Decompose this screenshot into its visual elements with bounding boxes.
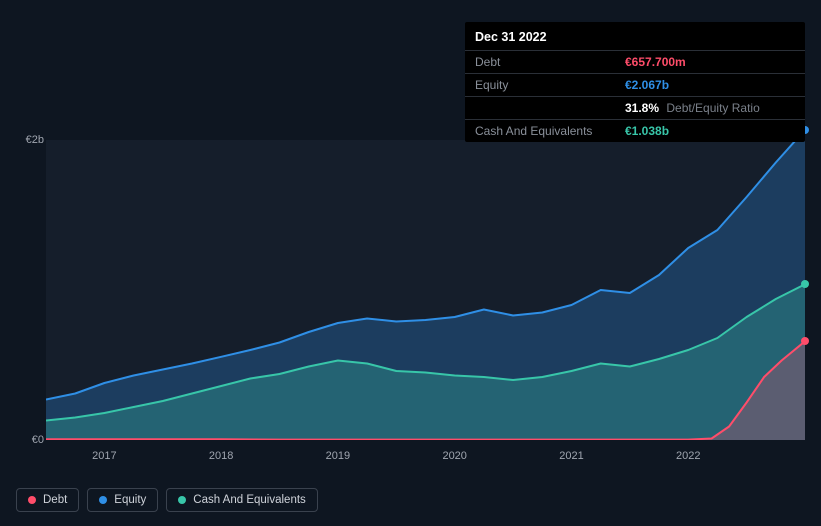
tooltip-row: 31.8% Debt/Equity Ratio xyxy=(465,97,805,120)
tooltip-panel: Dec 31 2022 Debt€657.700mEquity€2.067b31… xyxy=(465,22,805,142)
tooltip-date: Dec 31 2022 xyxy=(465,22,805,51)
cash-marker xyxy=(801,280,809,288)
tooltip-row: Cash And Equivalents€1.038b xyxy=(465,120,805,142)
plot-area xyxy=(46,140,805,440)
y-axis-label: €0 xyxy=(32,434,44,446)
legend-item-debt[interactable]: Debt xyxy=(16,488,79,512)
legend-item-equity[interactable]: Equity xyxy=(87,488,158,512)
x-axis-label: 2017 xyxy=(92,450,116,462)
chart-svg xyxy=(46,140,805,440)
tooltip-value: €2.067b xyxy=(625,78,669,92)
x-axis-label: 2021 xyxy=(559,450,583,462)
tooltip-value: 31.8% Debt/Equity Ratio xyxy=(625,101,760,115)
tooltip-label: Equity xyxy=(475,78,625,92)
legend-item-cash[interactable]: Cash And Equivalents xyxy=(166,488,318,512)
tooltip-row: Debt€657.700m xyxy=(465,51,805,74)
x-axis-label: 2018 xyxy=(209,450,233,462)
y-axis-label: €2b xyxy=(26,134,44,146)
x-axis-label: 2022 xyxy=(676,450,700,462)
legend-label: Equity xyxy=(114,494,146,506)
tooltip-value: €1.038b xyxy=(625,124,669,138)
x-axis-label: 2020 xyxy=(442,450,466,462)
legend-label: Cash And Equivalents xyxy=(193,494,306,506)
debt-marker xyxy=(801,337,809,345)
legend: Debt Equity Cash And Equivalents xyxy=(16,488,318,512)
tooltip-label: Debt xyxy=(475,55,625,69)
chart: €0 €2b 2017 2018 2019 2020 2021 2022 xyxy=(16,120,805,510)
tooltip-label: Cash And Equivalents xyxy=(475,124,625,138)
debt-dot-icon xyxy=(28,496,36,504)
tooltip-row: Equity€2.067b xyxy=(465,74,805,97)
x-axis: 2017 2018 2019 2020 2021 2022 xyxy=(46,440,805,462)
equity-dot-icon xyxy=(99,496,107,504)
legend-label: Debt xyxy=(43,494,67,506)
x-axis-label: 2019 xyxy=(326,450,350,462)
cash-dot-icon xyxy=(178,496,186,504)
tooltip-value: €657.700m xyxy=(625,55,686,69)
